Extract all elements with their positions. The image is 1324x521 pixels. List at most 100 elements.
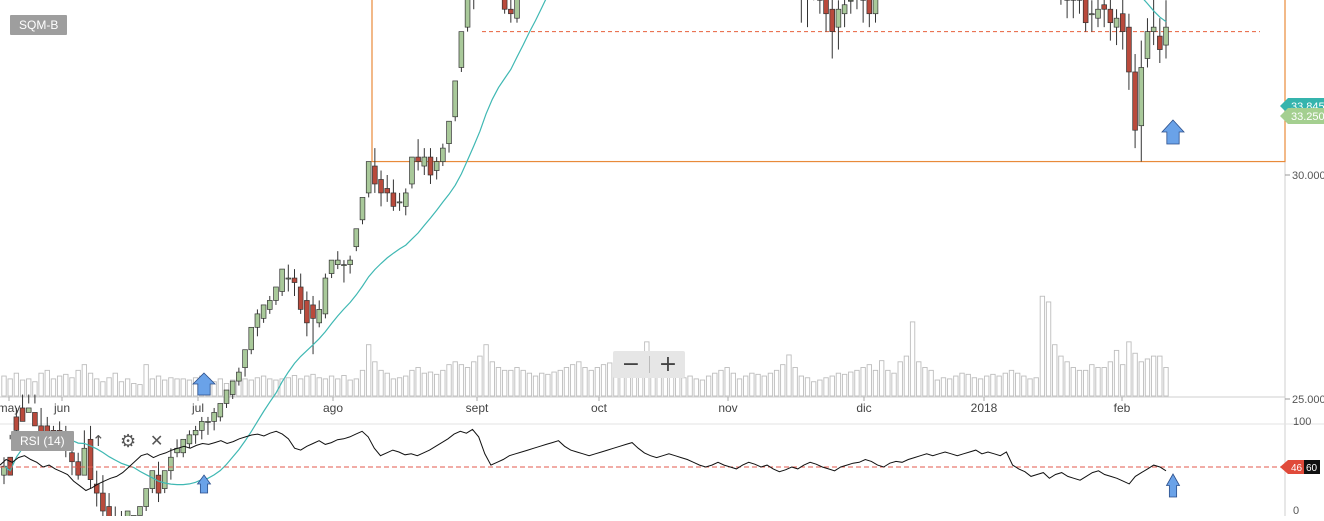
volume-bar: [737, 379, 741, 396]
candle-up: [836, 9, 841, 27]
price-tick-label: 25.000: [1292, 394, 1324, 406]
volume-bar: [898, 362, 902, 396]
candle-up: [440, 148, 445, 161]
candle-up: [317, 309, 322, 322]
volume-bar: [540, 373, 544, 396]
candle-up: [453, 81, 458, 117]
volume-bar: [849, 372, 853, 396]
candle-up: [224, 390, 229, 403]
volume-bar: [682, 378, 686, 396]
volume-bar: [268, 379, 272, 396]
volume-bar: [107, 378, 111, 396]
volume-bar: [484, 345, 488, 396]
volume-bar: [923, 368, 927, 397]
symbol-label: SQM-B: [10, 15, 67, 35]
candle-up: [274, 287, 279, 300]
candle-up: [329, 260, 334, 273]
candle-up: [26, 408, 31, 412]
volume-bar: [694, 379, 698, 396]
candle-up: [342, 265, 347, 266]
volume-bar: [218, 379, 222, 396]
volume-bar: [348, 380, 352, 396]
candle-up: [267, 300, 272, 309]
volume-bar: [465, 368, 469, 397]
candle-up: [150, 471, 155, 489]
candle-up: [230, 381, 235, 394]
volume-bar: [336, 379, 340, 396]
volume-bar: [972, 378, 976, 396]
candle-up: [1114, 18, 1119, 27]
candle-up: [218, 403, 223, 416]
volume-bar: [781, 365, 785, 396]
volume-bar: [799, 376, 803, 396]
volume-bar: [181, 379, 185, 396]
volume-bar: [805, 378, 809, 396]
volume-bar: [830, 376, 834, 396]
volume-bar: [564, 368, 568, 397]
volume-bar: [1164, 368, 1168, 397]
volume-bar: [991, 374, 995, 396]
candle-down: [372, 166, 377, 184]
gear-icon[interactable]: ⚙: [120, 431, 136, 452]
volume-bar: [472, 362, 476, 396]
candle-down: [379, 179, 384, 192]
volume-bar: [249, 380, 253, 396]
volume-bar: [601, 365, 605, 396]
volume-bar: [966, 374, 970, 396]
candle-up: [206, 421, 211, 422]
candle-up: [459, 32, 464, 68]
candle-down: [391, 193, 396, 206]
candle-down: [20, 408, 25, 421]
volume-bar: [490, 362, 494, 396]
candle-up: [842, 5, 847, 14]
volume-bar: [842, 374, 846, 396]
volume-bar: [855, 370, 859, 396]
volume-bar: [51, 379, 55, 396]
volume-bar: [533, 376, 537, 396]
zoom-in-button[interactable]: +: [650, 351, 686, 378]
volume-bar: [453, 362, 457, 396]
volume-bar: [292, 375, 296, 396]
volume-bar: [156, 376, 160, 396]
volume-bar: [744, 376, 748, 396]
candle-up: [366, 162, 371, 193]
volume-bar: [1077, 370, 1081, 396]
candle-down: [1102, 5, 1107, 9]
volume-bar: [286, 378, 290, 396]
volume-bar: [317, 378, 321, 396]
range-box[interactable]: [372, 0, 1285, 162]
volume-bar: [243, 379, 247, 396]
buy-arrow-icon: [1162, 120, 1184, 144]
candle-down: [867, 0, 872, 14]
volume-bar: [1151, 356, 1155, 396]
candle-down: [100, 493, 105, 511]
candle-up: [1151, 27, 1156, 31]
volume-bar: [255, 378, 259, 396]
volume-bar: [1059, 356, 1063, 396]
zoom-controls: − +: [613, 351, 685, 378]
volume-bar: [521, 370, 525, 396]
arrow-up-icon[interactable]: ↑: [92, 432, 105, 450]
volume-bar: [774, 370, 778, 396]
volume-bar: [354, 379, 358, 396]
volume-bar: [57, 376, 61, 396]
volume-bar: [960, 373, 964, 396]
candle-down: [508, 9, 513, 13]
volume-bar: [1003, 373, 1007, 396]
volume-bar: [663, 376, 667, 396]
candle-down: [1157, 36, 1162, 49]
volume-bar: [1040, 296, 1044, 396]
close-icon[interactable]: ✕: [150, 431, 163, 450]
volume-bar: [428, 372, 432, 396]
volume-bar: [756, 374, 760, 396]
candle-up: [848, 0, 853, 1]
volume-bar: [583, 368, 587, 397]
volume-bar: [14, 373, 18, 396]
volume-bar: [1102, 368, 1106, 397]
volume-bar: [496, 368, 500, 397]
zoom-out-button[interactable]: −: [613, 351, 649, 378]
candle-down: [1133, 72, 1138, 130]
volume-bar: [1053, 345, 1057, 396]
